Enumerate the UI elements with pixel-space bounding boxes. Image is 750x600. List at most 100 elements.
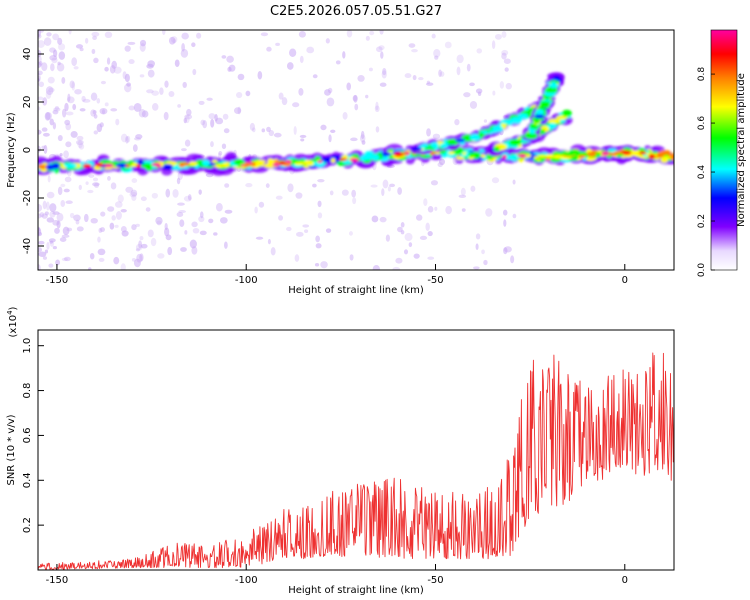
noise-speckle (43, 37, 52, 46)
noise-speckle (151, 103, 159, 111)
noise-speckle (491, 40, 496, 49)
colorbar-tick-label: 0.0 (697, 263, 707, 278)
noise-speckle (281, 97, 288, 106)
noise-speckle (138, 240, 143, 249)
snr-y-ticks: 0.2 0.4 0.6 0.8 1.0 (22, 338, 44, 533)
x-tick-label: -150 (46, 275, 69, 286)
noise-speckle (165, 234, 172, 241)
noise-speckle (499, 81, 505, 89)
noise-speckle (75, 219, 80, 225)
noise-speckle (164, 227, 170, 237)
noise-speckle (368, 67, 373, 72)
ridge-peak (272, 162, 280, 167)
noise-speckle (49, 118, 54, 126)
ridge-cell (439, 143, 448, 149)
noise-speckle (165, 188, 171, 198)
noise-speckle (183, 117, 187, 124)
noise-speckle (350, 137, 358, 142)
noise-speckle (141, 110, 149, 118)
noise-speckle (167, 246, 173, 256)
noise-speckle (38, 72, 41, 81)
noise-speckle (38, 96, 44, 101)
x-tick-label: -150 (46, 575, 69, 586)
noise-speckle (379, 30, 384, 35)
ridge-cell (529, 123, 538, 130)
noise-speckle (56, 62, 65, 72)
noise-speckle (88, 267, 92, 270)
noise-speckle (113, 256, 120, 265)
noise-speckle (315, 243, 322, 249)
noise-speckle (52, 245, 57, 250)
ridge-peak (350, 157, 359, 163)
noise-speckle (92, 182, 100, 187)
noise-speckle (416, 214, 423, 221)
noise-speckle (258, 201, 265, 208)
noise-speckle (286, 226, 292, 232)
noise-speckle (46, 32, 52, 37)
noise-speckle (135, 243, 143, 251)
noise-speckle (198, 100, 205, 105)
noise-speckle (44, 111, 51, 121)
noise-speckle (208, 218, 214, 224)
noise-speckle (512, 213, 517, 219)
ridge-cell (423, 146, 435, 151)
noise-speckle (82, 98, 91, 103)
ridge-peak (61, 166, 66, 170)
snr-x-ticks: -150 -100 -50 0 (46, 564, 628, 586)
noise-speckle (445, 205, 452, 215)
noise-speckle (109, 222, 115, 230)
noise-speckle (228, 64, 236, 72)
noise-speckle (129, 191, 138, 198)
noise-speckle (67, 93, 71, 102)
noise-speckle (184, 139, 191, 147)
noise-speckle (99, 227, 105, 233)
ridge-cell (659, 150, 672, 156)
ridge-cell (570, 155, 579, 161)
noise-speckle (469, 82, 475, 87)
ridge-cell (455, 138, 466, 143)
ridge-peak (661, 156, 672, 159)
noise-speckle (45, 90, 52, 99)
noise-speckle (55, 259, 61, 266)
snr-background (38, 330, 674, 570)
noise-speckle (475, 88, 483, 94)
noise-speckle (58, 43, 66, 51)
noise-speckle (64, 176, 72, 183)
ridge-cell (448, 139, 454, 146)
y-tick-label: 40 (22, 48, 33, 61)
noise-speckle (184, 114, 193, 120)
noise-speckle (38, 264, 41, 270)
noise-speckle (177, 171, 183, 181)
noise-speckle (71, 57, 78, 67)
noise-speckle (360, 130, 365, 140)
ridge-cell (341, 155, 349, 160)
noise-speckle (189, 239, 197, 249)
noise-speckle (270, 247, 276, 256)
noise-speckle (221, 143, 227, 150)
noise-speckle (404, 232, 413, 242)
noise-speckle (182, 81, 187, 88)
noise-speckle (504, 67, 509, 72)
noise-speckle (180, 48, 189, 58)
noise-speckle (100, 211, 106, 217)
ridge-cell (320, 157, 333, 163)
snr-frame (37, 329, 675, 571)
ridge-cell (491, 125, 504, 132)
noise-speckle (56, 220, 61, 229)
noise-speckle (312, 74, 318, 79)
ridge-peak (296, 161, 307, 165)
ridge-peak (103, 163, 114, 168)
noise-speckle (44, 249, 49, 254)
noise-speckle (139, 235, 144, 241)
ridge-peak (151, 162, 161, 167)
noise-speckle (146, 89, 154, 94)
noise-speckle (353, 94, 358, 103)
noise-speckle (125, 186, 134, 193)
noise-speckle (483, 119, 488, 123)
spectrogram-panel: -150 -100 -50 0 -40 -20 0 20 40 Height of strai… (6, 29, 675, 296)
noise-speckle (261, 128, 266, 133)
noise-speckle (114, 201, 123, 208)
snr-panel: -150 -100 -50 0 0.2 0.4 0.6 0.8 1.0 Height of s… (6, 306, 675, 596)
noise-speckle (93, 114, 98, 119)
noise-speckle (439, 71, 445, 77)
